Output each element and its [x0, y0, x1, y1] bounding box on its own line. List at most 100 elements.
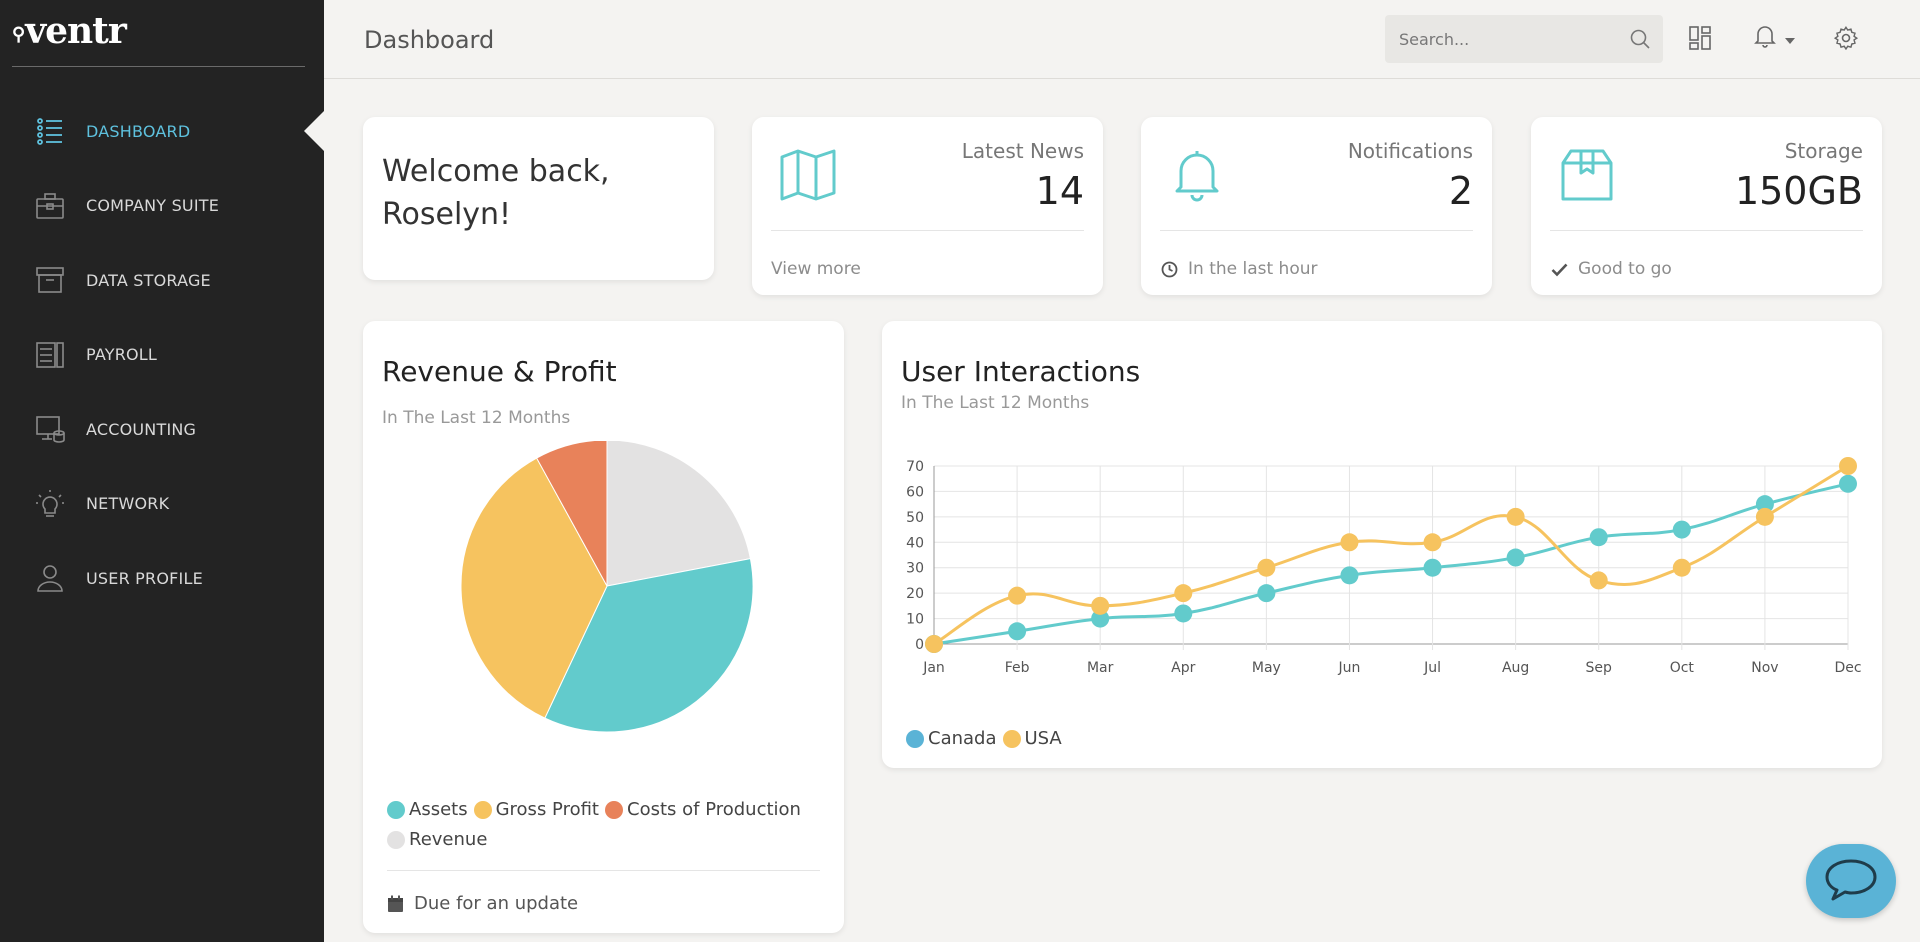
top-header: Dashboard [324, 0, 1920, 79]
update-note: Due for an update [387, 893, 578, 914]
check-icon [1550, 260, 1568, 278]
card-title: User Interactions [901, 355, 1141, 388]
data-point-usa [1839, 457, 1857, 475]
y-tick-label: 0 [915, 637, 924, 653]
legend-item-revenue[interactable]: Revenue [387, 827, 487, 853]
data-point-canada [1755, 495, 1774, 514]
data-point-usa [925, 635, 943, 653]
card-subtitle: In The Last 12 Months [382, 408, 571, 428]
map-icon [780, 147, 836, 203]
sidebar-item-payroll[interactable]: PAYROLL [0, 318, 324, 393]
data-point-usa [1340, 533, 1359, 552]
sidebar-item-accounting[interactable]: ACCOUNTING [0, 392, 324, 467]
data-point-canada [1506, 548, 1525, 567]
calendar-icon [387, 895, 404, 913]
interactions-card: User Interactions In The Last 12 Months … [882, 321, 1882, 768]
divider [387, 870, 820, 871]
data-point-usa [1423, 533, 1442, 552]
sidebar-item-label: COMPANY SUITE [86, 196, 220, 216]
stat-value: 150GB [1734, 169, 1863, 213]
legend-label: Gross Profit [495, 799, 599, 820]
caret-down-icon [1785, 29, 1795, 48]
data-point-canada [1174, 604, 1193, 623]
y-tick-label: 20 [906, 586, 924, 602]
pie-slice-costs-of-production [535, 441, 608, 587]
legend-swatch [605, 801, 623, 819]
legend-swatch [906, 730, 924, 748]
stat-footer-text: Good to go [1578, 259, 1672, 279]
data-point-canada [1839, 474, 1857, 493]
x-tick-label: Mar [1087, 660, 1114, 676]
welcome-card: Welcome back, Roselyn! [363, 117, 714, 280]
legend-label: Revenue [409, 829, 488, 850]
sidebar-item-network[interactable]: NETWORK [0, 467, 324, 542]
sidebar-item-label: USER PROFILE [86, 568, 203, 588]
x-tick-label: Dec [1834, 660, 1861, 676]
sidebar-item-label: ACCOUNTING [86, 419, 197, 439]
legend-item-assets[interactable]: Assets [387, 797, 468, 823]
x-tick-label: Apr [1171, 660, 1195, 676]
sidebar-item-company-suite[interactable]: COMPANY SUITE [0, 169, 324, 244]
notifications-dropdown[interactable] [1748, 22, 1800, 54]
lightbulb-icon [34, 488, 66, 520]
search-input[interactable] [1399, 28, 1619, 50]
y-tick-label: 60 [906, 484, 924, 500]
legend-item-canada[interactable]: Canada [906, 726, 997, 752]
y-tick-label: 50 [906, 510, 924, 526]
archive-icon [34, 264, 66, 296]
legend-item-gross-profit[interactable]: Gross Profit [473, 797, 599, 823]
briefcase-icon [34, 190, 66, 222]
x-tick-label: Oct [1670, 660, 1695, 676]
x-tick-label: Jan [922, 660, 945, 676]
data-point-usa [1091, 596, 1110, 615]
divider [1550, 230, 1863, 231]
divider [771, 230, 1084, 231]
logo-divider [12, 66, 305, 67]
pie-slice-revenue [606, 441, 751, 587]
series-line-canada [933, 482, 1849, 646]
x-tick-label: Jun [1338, 660, 1361, 676]
active-indicator [304, 111, 324, 152]
stat-label: Latest News [961, 139, 1084, 163]
sidebar-item-user-profile[interactable]: USER PROFILE [0, 541, 324, 616]
sidebar: ⚲ventr DASHBOARD COMPANY S [0, 0, 324, 942]
legend-label: Assets [409, 799, 468, 820]
user-icon [34, 562, 66, 594]
stat-card-notifications: Notifications 2 In the last hour [1141, 117, 1492, 295]
pie-chart [460, 441, 754, 733]
box-icon [1559, 147, 1615, 203]
divider [1160, 230, 1473, 231]
stat-value: 14 [1035, 169, 1084, 213]
stat-footer: In the last hour [1160, 259, 1318, 279]
data-point-usa [1257, 558, 1276, 577]
legend-item-usa[interactable]: USA [1002, 726, 1062, 752]
legend-item-costs-of-production[interactable]: Costs of Production [605, 797, 801, 823]
stat-footer: Good to go [1550, 259, 1672, 279]
chat-button[interactable] [1806, 844, 1896, 918]
stat-footer-text: View more [771, 259, 861, 279]
gear-icon[interactable] [1830, 22, 1862, 54]
x-tick-label: Nov [1751, 660, 1778, 676]
bell-icon [1169, 147, 1225, 203]
chat-bubble-icon [1823, 857, 1879, 905]
legend-swatch [1002, 730, 1021, 748]
line-legend: Canada USA [906, 726, 1068, 756]
series-line-usa [933, 464, 1849, 646]
search-icon[interactable] [1629, 28, 1651, 50]
stat-value: 2 [1448, 169, 1473, 213]
clock-icon [1160, 260, 1178, 278]
y-tick-label: 30 [906, 561, 924, 577]
page-title: Dashboard [364, 26, 495, 54]
view-more-link[interactable]: View more [771, 259, 861, 279]
list-icon [34, 115, 66, 147]
layout-grid-icon[interactable] [1684, 22, 1716, 54]
sidebar-item-dashboard[interactable]: DASHBOARD [0, 94, 324, 169]
stat-card-news: Latest News 14 View more [752, 117, 1103, 295]
x-tick-label: May [1252, 660, 1281, 676]
app-logo[interactable]: ⚲ventr [12, 10, 127, 52]
sidebar-item-data-storage[interactable]: DATA STORAGE [0, 243, 324, 318]
x-tick-label: Aug [1502, 660, 1529, 676]
accounting-icon [34, 413, 66, 445]
pie-slice-assets [544, 558, 754, 733]
welcome-message: Welcome back, Roselyn! [382, 154, 610, 232]
